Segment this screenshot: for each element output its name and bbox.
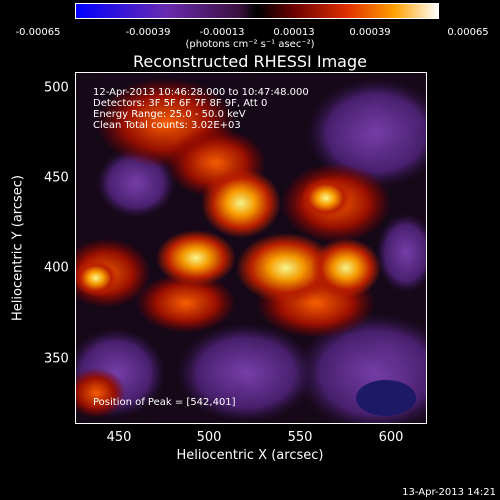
energy-range-label: Energy Range: 25.0 - 50.0 keV (93, 109, 246, 120)
y-tick-label: 400 (44, 260, 69, 276)
y-tick-label: 450 (44, 170, 69, 186)
colorbar-tick-label: 0.00065 (447, 27, 489, 38)
colorbar-tick-label: -0.00013 (199, 27, 245, 38)
colorbar-tick-label: 0.00013 (273, 27, 315, 38)
peak-position-label: Position of Peak = [542,401] (93, 397, 236, 408)
colorbar-tick-label: 0.00039 (349, 27, 391, 38)
colorbar-gradient (76, 4, 438, 18)
detectors-label: Detectors: 3F 5F 6F 7F 8F 9F, Att 0 (93, 98, 268, 109)
colorbar-tick-label: -0.00065 (15, 27, 61, 38)
y-axis-label: Heliocentric Y (arcsec) (10, 175, 26, 321)
x-tick-label: 550 (287, 430, 313, 445)
colorbar (75, 3, 439, 19)
x-tick-label: 450 (106, 430, 132, 445)
image-plot (75, 72, 427, 424)
plot-title: Reconstructed RHESSI Image (133, 52, 367, 71)
time-range-label: 12-Apr-2013 10:46:28.000 to 10:47:48.000 (93, 87, 309, 98)
x-tick-label: 600 (378, 430, 404, 445)
plot-timestamp: 13-Apr-2013 14:21 (402, 487, 496, 498)
colorbar-tick-label: -0.00039 (125, 27, 171, 38)
hxr-image (76, 73, 426, 423)
method-label: Clean Total counts: 3.02E+03 (93, 120, 241, 131)
colorbar-units: (photons cm⁻² s⁻¹ asec⁻²) (185, 39, 315, 50)
x-axis-label: Heliocentric X (arcsec) (176, 448, 324, 463)
x-tick-label: 500 (196, 430, 222, 445)
y-tick-label: 500 (44, 80, 69, 96)
y-tick-label: 350 (44, 351, 69, 367)
